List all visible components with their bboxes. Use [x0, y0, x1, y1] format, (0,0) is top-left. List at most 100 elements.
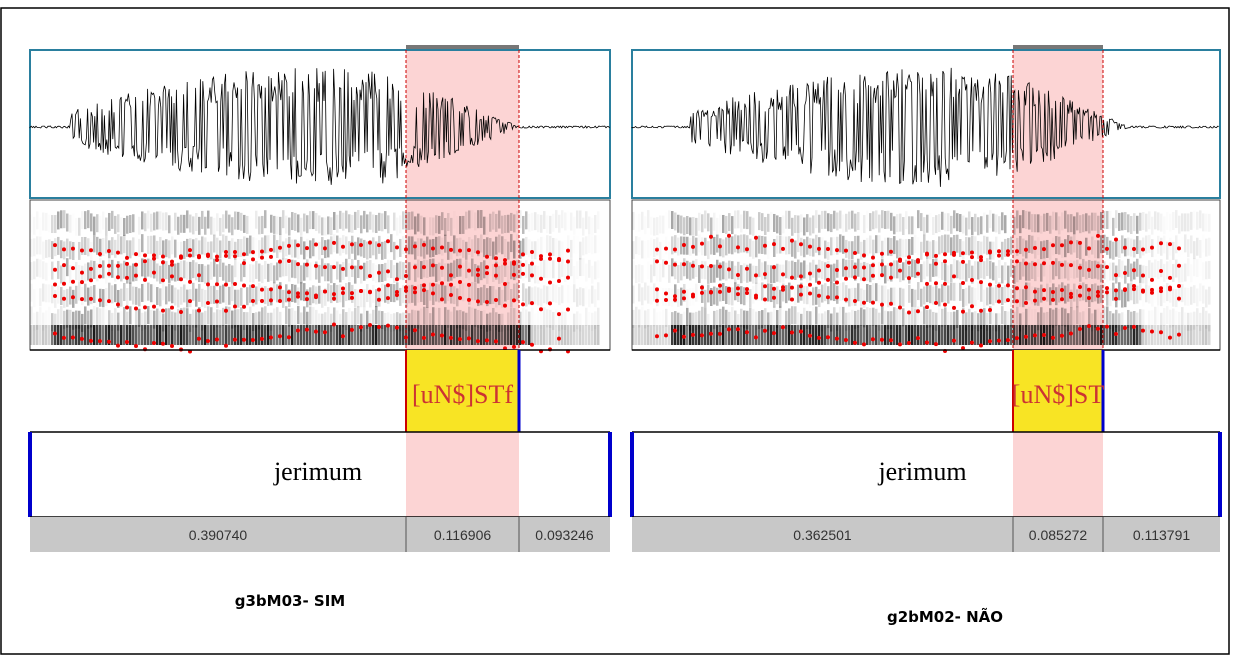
spectrogram-band — [1196, 325, 1199, 345]
spectrogram-band — [863, 239, 866, 258]
spectrogram-band — [713, 310, 716, 329]
duration-bar — [30, 517, 610, 552]
spectrogram-band — [438, 215, 441, 234]
spectrogram-band — [896, 240, 899, 259]
formant-dot — [844, 297, 848, 302]
spectrogram-band — [1169, 214, 1172, 232]
spectrogram-band — [561, 210, 564, 229]
formant-dot — [763, 284, 767, 289]
spectrogram-band — [1085, 325, 1088, 345]
spectrogram-band — [372, 285, 375, 303]
spectrogram-band — [489, 213, 492, 232]
spectrogram-band — [372, 237, 375, 256]
spectrogram-band — [704, 261, 707, 280]
formant-dot — [1078, 265, 1082, 270]
formant-dot — [332, 292, 336, 297]
spectrogram-band — [291, 284, 294, 303]
spectrogram-band — [653, 217, 656, 236]
spectrogram-band — [1130, 282, 1133, 301]
spectrogram-band — [303, 213, 306, 232]
spectrogram-band — [153, 235, 156, 254]
formant-dot — [341, 290, 345, 295]
spectrogram-band — [812, 307, 815, 325]
spectrogram-band — [360, 238, 363, 257]
spectrogram-band — [135, 325, 138, 345]
spectrogram-band — [132, 325, 135, 345]
formant-dot — [745, 330, 749, 335]
spectrogram-band — [752, 265, 755, 284]
spectrogram-band — [147, 306, 150, 325]
spectrogram-band — [914, 235, 917, 253]
spectrogram-band — [543, 211, 546, 230]
spectrogram-band — [731, 325, 734, 345]
spectrogram-band — [117, 261, 120, 280]
formant-dot — [458, 264, 462, 269]
spectrogram-band — [75, 285, 78, 304]
spectrogram-band — [1157, 325, 1160, 345]
formant-dot — [260, 287, 264, 292]
spectrogram-band — [354, 289, 357, 308]
spectrogram-band — [201, 288, 204, 307]
formant-dot — [817, 280, 821, 285]
formant-dot — [1006, 298, 1010, 303]
formant-dot — [215, 337, 219, 342]
spectrogram-band — [731, 261, 734, 280]
spectrogram-band — [1106, 325, 1109, 345]
spectrogram-band — [1016, 264, 1019, 283]
spectrogram-band — [1001, 265, 1004, 284]
spectrogram-band — [920, 325, 923, 345]
spectrogram-band — [414, 263, 417, 282]
spectrogram-band — [893, 236, 896, 255]
spectrogram-band — [875, 283, 878, 302]
spectrogram-band — [504, 215, 507, 234]
spectrogram-band — [333, 307, 336, 326]
spectrogram-band — [857, 235, 860, 254]
spectrogram-band — [342, 309, 345, 328]
spectrogram-band — [767, 312, 770, 331]
formant-dot — [341, 286, 345, 291]
spectrogram-band — [737, 313, 740, 332]
spectrogram-band — [965, 312, 968, 331]
spectrogram-band — [863, 289, 866, 308]
spectrogram-band — [821, 325, 824, 345]
formant-dot — [242, 252, 246, 257]
spectrogram-band — [312, 238, 315, 257]
spectrogram-band — [276, 284, 279, 303]
spectrogram-band — [1073, 325, 1076, 345]
spectrogram-band — [63, 310, 66, 329]
spectrogram-band — [444, 234, 447, 253]
spectrogram-band — [830, 214, 833, 233]
spectrogram-band — [372, 309, 375, 328]
spectrogram-band — [468, 236, 471, 255]
formant-dot — [1150, 290, 1154, 295]
spectrogram-band — [513, 325, 516, 345]
spectrogram-band — [1025, 308, 1028, 327]
formant-dot — [422, 288, 426, 293]
formant-dot — [413, 290, 417, 295]
spectrogram-band — [1118, 282, 1121, 301]
spectrogram-band — [1085, 284, 1088, 303]
spectrogram-band — [923, 217, 926, 236]
formant-dot — [332, 296, 336, 301]
spectrogram-band — [336, 284, 339, 303]
spectrogram-band — [540, 311, 543, 329]
spectrogram-band — [755, 239, 758, 258]
spectrogram-band — [1049, 265, 1052, 283]
spectrogram-band — [204, 310, 207, 329]
spectrogram-band — [857, 283, 860, 302]
spectrogram-band — [210, 307, 213, 326]
formant-dot — [1105, 290, 1109, 295]
spectrogram-band — [641, 287, 644, 306]
spectrogram-band — [1058, 216, 1061, 235]
spectrogram-band — [1166, 261, 1169, 280]
spectrogram-band — [453, 306, 456, 325]
spectrogram-band — [429, 325, 432, 345]
spectrogram-band — [198, 216, 201, 235]
spectrogram-band — [806, 236, 809, 255]
spectrogram-band — [953, 210, 956, 229]
spectrogram-band — [411, 284, 414, 303]
spectrogram-band — [650, 325, 653, 345]
spectrogram-band — [426, 260, 429, 279]
spectrogram-band — [758, 235, 761, 254]
spectrogram-band — [39, 288, 42, 307]
